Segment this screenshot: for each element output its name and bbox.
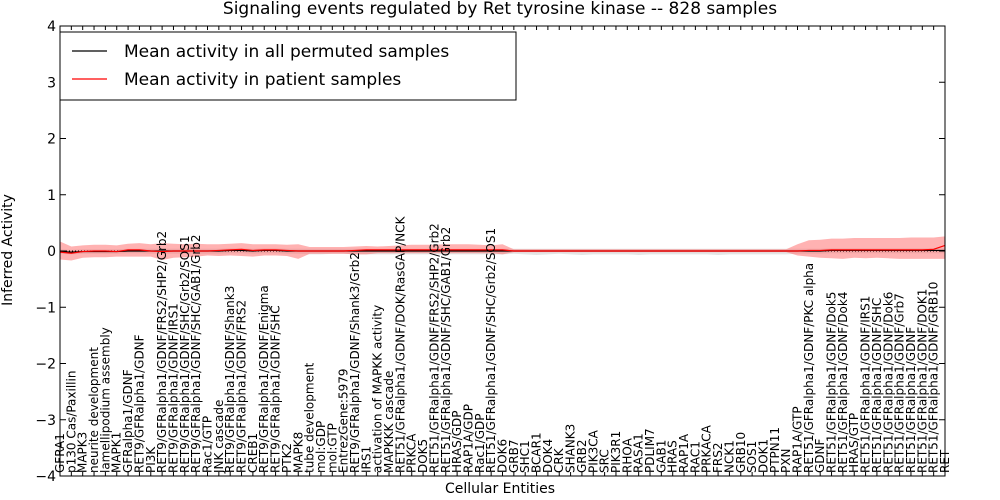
x-category-label: RET9/GFRalpha1/GDNF/FRS2 [235,300,249,473]
x-category-label: GFRA1 [53,433,67,473]
x-category-label: RET9/GFRalpha1/GDNF [132,334,146,473]
chart-title: Signaling events regulated by Ret tyrosi… [223,0,777,19]
y-tick-label: −2 [35,357,56,373]
x-category-label: RET51/GFRalpha1/GDNF/IRS1 [859,296,873,473]
x-category-label: RET51/GFRalpha1/GDNF/SHC/Grb2/SOS1 [484,228,498,473]
x-category-label: DOK6 [496,439,510,473]
x-category-label: RET51/GFRalpha1/GDNF/Grb7 [893,293,907,473]
x-category-label: JNK cascade [212,400,226,474]
legend-frame [59,31,517,101]
y-tick-label: 1 [47,188,56,204]
x-category-label: RET9/GFRalpha1/GDNF/FRS2/SHP2/Grb2 [155,231,169,473]
y-tick-label: 2 [47,132,56,148]
x-category-label: RHOA [620,437,634,473]
x-category-label: MAPK8 [291,432,305,473]
x-category-label: DOK1 [756,439,770,473]
x-category-label: Rac1/GTP [201,416,215,473]
x-category-label: GRB2 [575,439,589,473]
x-category-label: PRKCA [405,433,419,473]
x-category-label: NCK1 [722,440,736,473]
x-category-label: RET9/GFRalpha1/GDNF/Shank3 [223,286,237,473]
x-category-label: RET9/GFRalpha1/GDNF/SHC [269,305,283,473]
y-tick-label: −1 [35,300,56,316]
x-category-label: RET9/GFRalpha1/GDNF/IRS1 [166,303,180,473]
x-category-label: RET9/GFRalpha1/GDNF/SHC/Grb2/SOS1 [178,235,192,473]
x-category-label: CRK [552,447,566,473]
x-category-label: RET9/GFRalpha1/GDNF/Shank3/Grb2 [348,252,362,473]
x-category-label: activation of MAPKK activity [371,305,385,473]
x-category-label: SRC [598,449,612,473]
x-category-label: RET9/GFRalpha1/GDNF/SHC/GAB1/Grb2 [189,234,203,473]
x-category-label: MAPK1 [110,432,124,473]
y-tick-label: −4 [35,469,56,485]
x-category-label: HRAS/GDP [450,410,464,473]
x-category-label: DOK4 [541,439,555,473]
legend-label-permuted: Mean activity in all permuted samples [124,42,449,62]
x-category-label: FRS2 [711,443,725,474]
x-category-label: SHC1 [518,440,532,473]
x-axis-label: Cellular Entities [445,481,555,497]
x-category-label: PTPN11 [768,427,782,473]
x-category-label: IRS1 [359,446,373,473]
x-category-label: RAP1A [677,433,691,473]
x-category-label: RASA1 [632,433,646,473]
x-category-label: MAPKKK cascade [382,371,396,473]
x-category-label: RAP1A/GDP [461,404,475,473]
x-category-label: mol:GTP [325,423,339,473]
x-category-label: neurite development [87,347,101,473]
x-category-label: RET51/GFRalpha1/GDNF/DOK1 [915,289,929,473]
legend: Mean activity in all permuted samples Me… [59,31,517,101]
x-category-label: HRAS/GTP [847,413,861,473]
x-category-label: CREB1 [246,433,260,473]
x-category-label: GFRalpha1/GDNF [121,369,135,473]
x-category-label: PIK3R1 [609,431,623,473]
band-patient [60,236,945,261]
x-category-label: PTK2 [280,443,294,473]
x-category-label: MAPK3 [76,432,90,473]
x-category-label: RET51/GFRalpha1/GDNF/SHC [870,298,884,473]
x-category-label: DOK5 [416,439,430,473]
x-category-label: RAP1A/GTP [791,406,805,473]
x-category-label: PDLIM7 [643,428,657,473]
y-axis-label: Inferred Activity [0,194,16,306]
x-category-label: RET51/GFRalpha1/GDNF/PKC alpha [802,263,816,473]
x-category-label: lamellipodium assembly [98,327,112,473]
x-category-label: PI3K [144,446,158,473]
x-category-label: RET9/GFRalpha1/GDNF/Enigma [257,285,271,473]
y-tick-label: −3 [35,413,56,429]
x-category-label: p130 Cas/Paxillin [64,371,78,473]
x-category-label: mol:GDP [314,421,328,473]
x-category-label: PRKACA [700,424,714,473]
x-category-label: PIK3CA [586,429,600,473]
x-category-label: GRB10 [734,432,748,473]
x-category-label: RET51/GFRalpha1/GDNF/FRS2/SHP2/Grb2 [427,223,441,473]
x-category-label: BCAR1 [530,432,544,473]
x-category-label: RET51/GFRalpha1/GDNF/Dok5 [825,292,839,473]
x-category-label: SOS1 [745,441,759,473]
x-category-label: RET51/GFRalpha1/GDNF [904,327,918,473]
x-category-label: RET51/GFRalpha1/GDNF/SHC/GAB1/Grb2 [439,227,453,473]
x-category-label: EntrezGene:5979 [337,369,351,474]
x-category-label: RET51/GFRalpha1/GDNF/Dok4 [836,292,850,473]
x-category-label: HRAS [666,440,680,473]
y-tick-label: 0 [47,244,56,260]
y-tick-label: 3 [47,75,56,91]
x-category-label: RAC1 [688,441,702,473]
x-category-label: GAB1 [654,440,668,473]
x-category-label: GRB7 [507,439,521,473]
x-category-label: GDNF [813,438,827,473]
x-category-label: RET51/GFRalpha1/GDNF/Dok6 [881,292,895,473]
x-category-label: RET51/GFRalpha1/GDNF/GRB10 [927,282,941,473]
legend-label-patient: Mean activity in patient samples [124,70,401,90]
x-category-label: RET51/GFRalpha1/GDNF/DOK/RasGAP/NCK [393,215,407,473]
x-category-label: Rac1/GDP [473,414,487,473]
x-category-label: tube development [303,362,317,473]
y-tick-label: 4 [47,19,56,35]
series-line-patient [59,244,946,254]
x-category-label: RET [938,449,952,473]
x-category-label: SHANK3 [564,424,578,473]
x-category-label: PXN [779,449,793,473]
